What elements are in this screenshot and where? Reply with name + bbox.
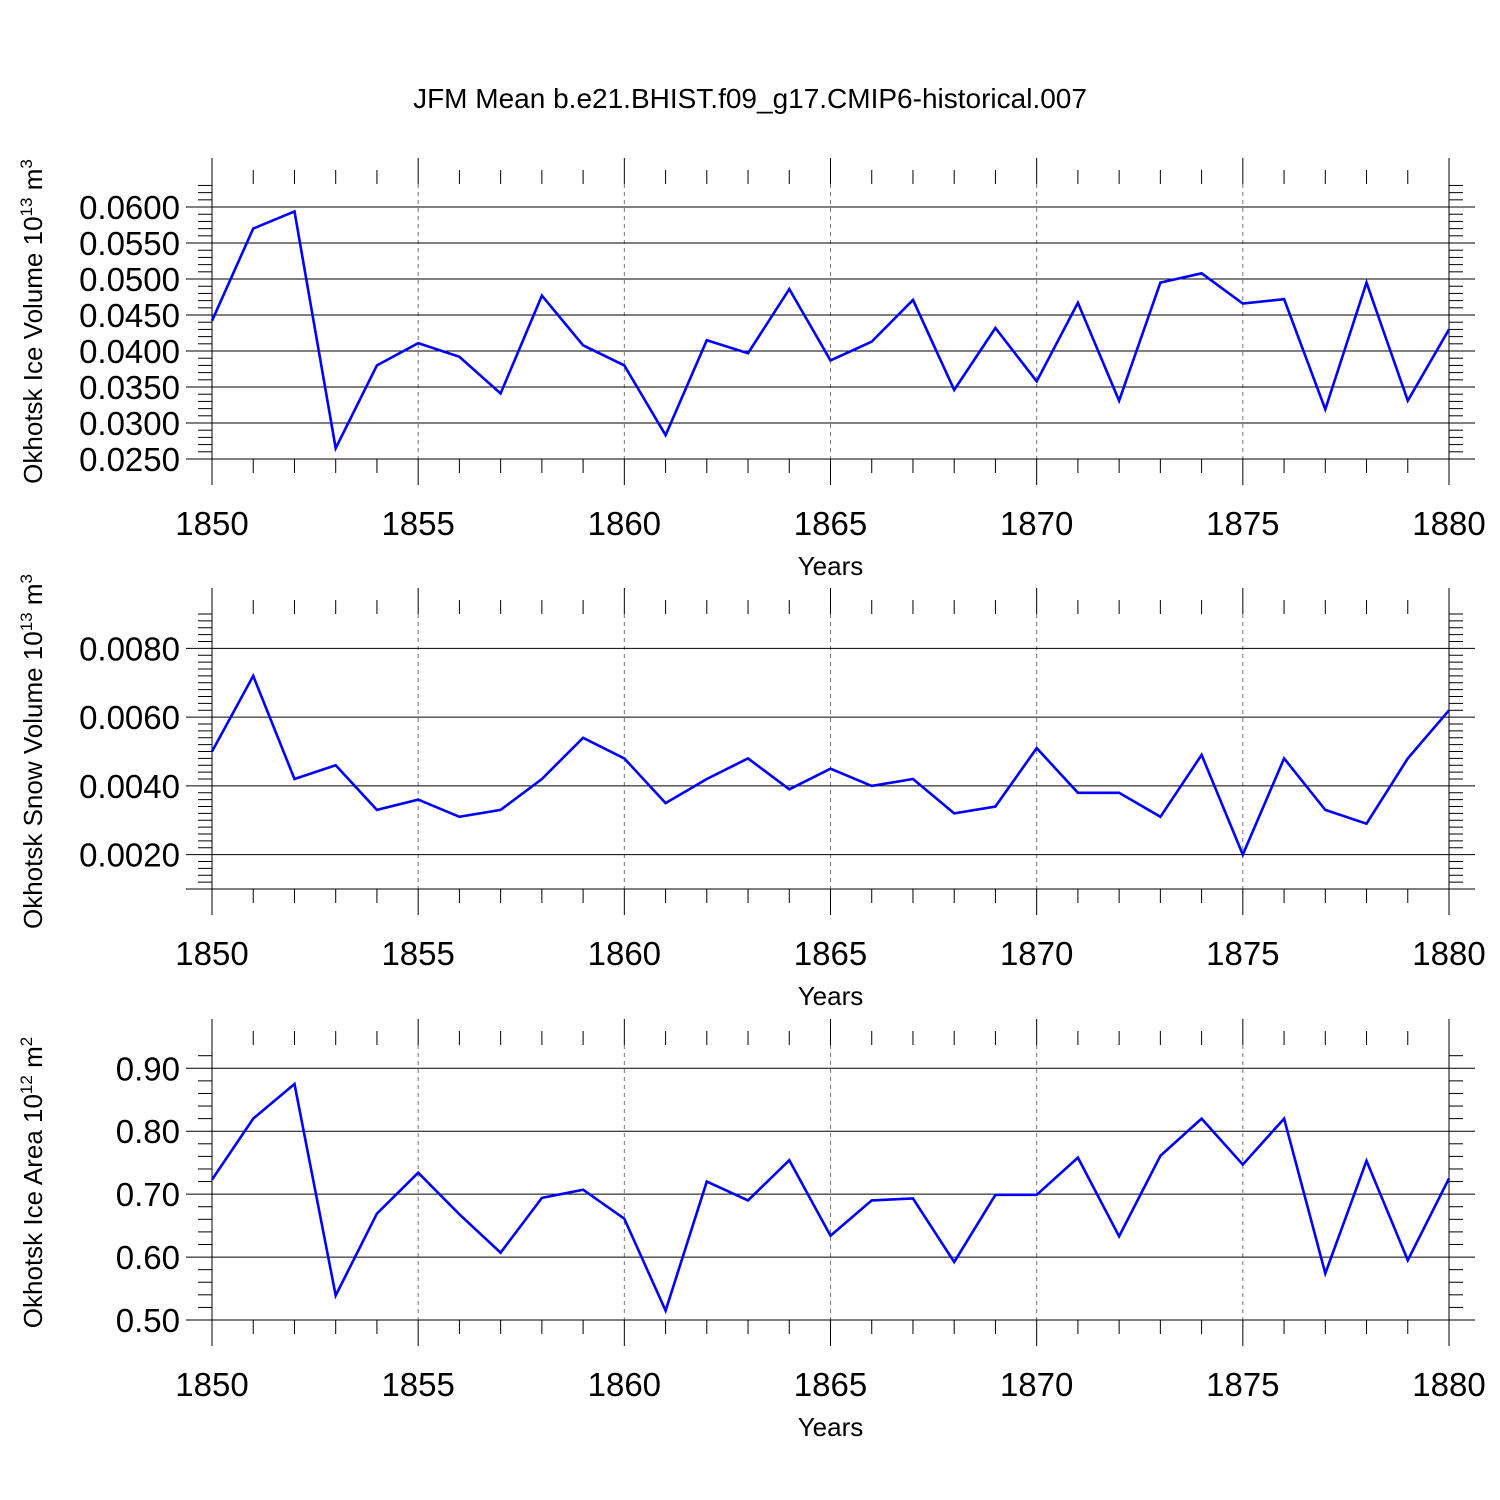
x-tick-label: 1855 (381, 935, 454, 972)
x-tick-label: 1850 (175, 505, 248, 542)
figure-title: JFM Mean b.e21.BHIST.f09_g17.CMIP6-histo… (413, 83, 1087, 114)
y-axis-label: Okhotsk Ice Area 1012 m2 (17, 1037, 48, 1328)
panel-3: 0.50 0.60 0.70 0.80 0.90 1850 1855 1860 1865 1870… (17, 1019, 1486, 1442)
x-axis-label: Years (798, 981, 864, 1011)
y-tick-label: 0.50 (116, 1302, 180, 1339)
x-axis-label: Years (798, 551, 864, 581)
x-tick-label: 1860 (588, 935, 661, 972)
series-line (210, 672, 1450, 858)
series-line (210, 1081, 1451, 1315)
x-tick-label: 1865 (794, 505, 867, 542)
series-line (210, 209, 1451, 453)
x-tick-label: 1865 (794, 935, 867, 972)
x-tick-label: 1860 (588, 505, 661, 542)
y-tick-label: 0.0060 (79, 699, 180, 736)
y-tick-label: 0.90 (116, 1050, 180, 1087)
x-tick-label: 1870 (1000, 505, 1073, 542)
panel-1: 0.02500.03000.03500.04000.04500.05000.05… (17, 158, 1486, 581)
y-tick-label: 0.0300 (79, 405, 180, 442)
panels: 0.02500.03000.03500.04000.04500.05000.05… (17, 158, 1486, 1442)
x-tick-label: 1855 (381, 505, 454, 542)
y-tick-label: 0.60 (116, 1239, 180, 1276)
x-tick-label: 1880 (1412, 1366, 1485, 1403)
panel-2: 0.0020 0.0040 0.0060 0.0080 1850 1855 1860 1865… (17, 574, 1486, 1011)
x-tick-label: 1875 (1206, 1366, 1279, 1403)
y-tick-label: 0.0600 (79, 189, 180, 226)
y-tick-label: 0.0400 (79, 333, 180, 370)
x-axis-label: Years (798, 1412, 864, 1442)
y-tick-label: 0.0020 (79, 837, 180, 874)
x-tick-label: 1850 (175, 1366, 248, 1403)
x-tick-label: 1855 (381, 1366, 454, 1403)
x-tick-label: 1880 (1412, 505, 1485, 542)
y-tick-label: 0.0350 (79, 369, 180, 406)
y-tick-label: 0.70 (116, 1176, 180, 1213)
x-tick-label: 1870 (1000, 935, 1073, 972)
y-tick-label: 0.0080 (79, 630, 180, 667)
y-tick-label: 0.0450 (79, 297, 180, 334)
x-tick-label: 1880 (1412, 935, 1485, 972)
y-axis-label: Okhotsk Snow Volume 1013 m3 (17, 574, 48, 929)
x-tick-label: 1850 (175, 935, 248, 972)
x-tick-label: 1875 (1206, 935, 1279, 972)
y-tick-label: 0.0250 (79, 441, 180, 478)
x-tick-label: 1865 (794, 1366, 867, 1403)
x-tick-label: 1875 (1206, 505, 1279, 542)
y-axis-label: Okhotsk Ice Volume 1013 m3 (17, 159, 48, 484)
y-tick-label: 0.0550 (79, 225, 180, 262)
x-tick-label: 1860 (588, 1366, 661, 1403)
y-tick-label: 0.0040 (79, 768, 180, 805)
y-tick-label: 0.80 (116, 1113, 180, 1150)
y-tick-label: 0.0500 (79, 261, 180, 298)
x-tick-label: 1870 (1000, 1366, 1073, 1403)
